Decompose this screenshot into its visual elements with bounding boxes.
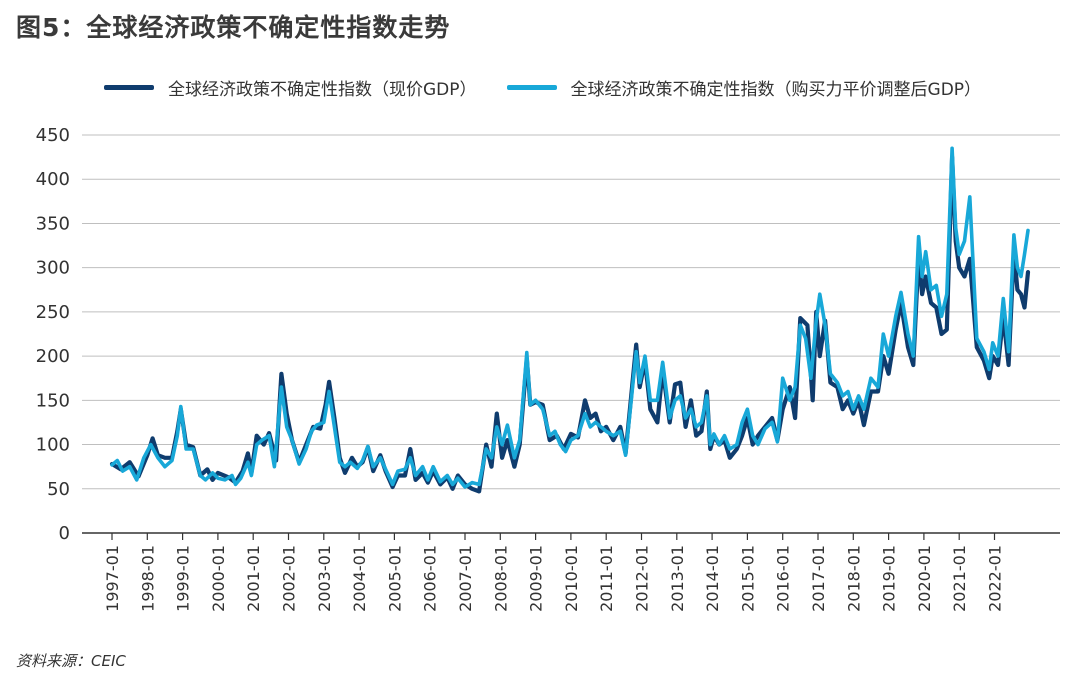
x-tick-label: 2021-01: [950, 545, 969, 612]
y-tick-label: 250: [36, 302, 70, 323]
x-tick-label: 2013-01: [668, 545, 687, 612]
legend-item-current-gdp: 全球经济政策不确定性指数（现价GDP）: [104, 75, 477, 100]
chart-legend: 全球经济政策不确定性指数（现价GDP） 全球经济政策不确定性指数（购买力平价调整…: [104, 72, 1011, 102]
line-chart: 0 50 100 150 200 250 300 350 400 450 1997-01 1998-…: [36, 125, 1060, 612]
legend-swatch-current-gdp: [104, 84, 154, 90]
source-note: 资料来源：CEIC: [16, 652, 126, 670]
figure-title: 图5：全球经济政策不确定性指数走势: [16, 13, 451, 42]
x-tick-label: 2020-01: [915, 545, 934, 612]
y-axis: 0 50 100 150 200 250 300 350 400 450: [36, 125, 70, 544]
legend-label-current-gdp: 全球经济政策不确定性指数（现价GDP）: [168, 79, 477, 100]
x-tick-label: 2016-01: [774, 545, 793, 612]
y-tick-label: 100: [36, 435, 70, 456]
x-tick-label: 2010-01: [562, 545, 581, 612]
legend-item-ppp-gdp: 全球经济政策不确定性指数（购买力平价调整后GDP）: [506, 75, 982, 100]
x-tick-label: 2011-01: [597, 545, 616, 612]
x-tick-label: 2006-01: [421, 545, 440, 612]
x-tick-label: 1999-01: [174, 545, 193, 612]
x-tick-label: 2001-01: [244, 545, 263, 612]
y-tick-label: 0: [59, 523, 70, 544]
y-tick-label: 350: [36, 213, 70, 234]
grid-lines: [82, 134, 1060, 490]
series-lines: [109, 146, 1031, 494]
x-tick-label: 2018-01: [844, 545, 863, 612]
x-tick-label: 1997-01: [103, 545, 122, 612]
series-line-ppp-gdp: [110, 146, 1030, 489]
y-tick-label: 150: [36, 390, 70, 411]
y-tick-label: 400: [36, 169, 70, 190]
y-tick-label: 200: [36, 346, 70, 367]
x-tick-label: 2003-01: [315, 545, 334, 612]
x-tick-label: 2015-01: [738, 545, 757, 612]
x-tick-label: 2002-01: [280, 545, 299, 612]
y-tick-label: 50: [47, 479, 70, 500]
x-tick-label: 2007-01: [456, 545, 475, 612]
x-tick-label: 1998-01: [138, 545, 157, 612]
x-tick-label: 2009-01: [527, 545, 546, 612]
legend-label-ppp-gdp: 全球经济政策不确定性指数（购买力平价调整后GDP）: [570, 79, 982, 100]
x-tick-label: 2005-01: [385, 545, 404, 612]
x-tick-label: 2012-01: [633, 545, 652, 612]
x-tick-label: 2000-01: [209, 545, 228, 612]
x-tick-label: 2017-01: [809, 545, 828, 612]
x-tick-label: 2004-01: [350, 545, 369, 612]
legend-swatch-ppp-gdp: [506, 84, 557, 90]
x-tick-label: 2014-01: [703, 545, 722, 612]
x-tick-label: 2022-01: [986, 545, 1005, 612]
x-tick-label: 2019-01: [880, 545, 899, 612]
x-axis: 1997-01 1998-01 1999-01 2000-01 2001-01 2002-…: [82, 532, 1060, 612]
y-tick-label: 300: [36, 258, 70, 279]
x-tick-label: 2008-01: [491, 545, 510, 612]
y-tick-label: 450: [36, 125, 70, 146]
